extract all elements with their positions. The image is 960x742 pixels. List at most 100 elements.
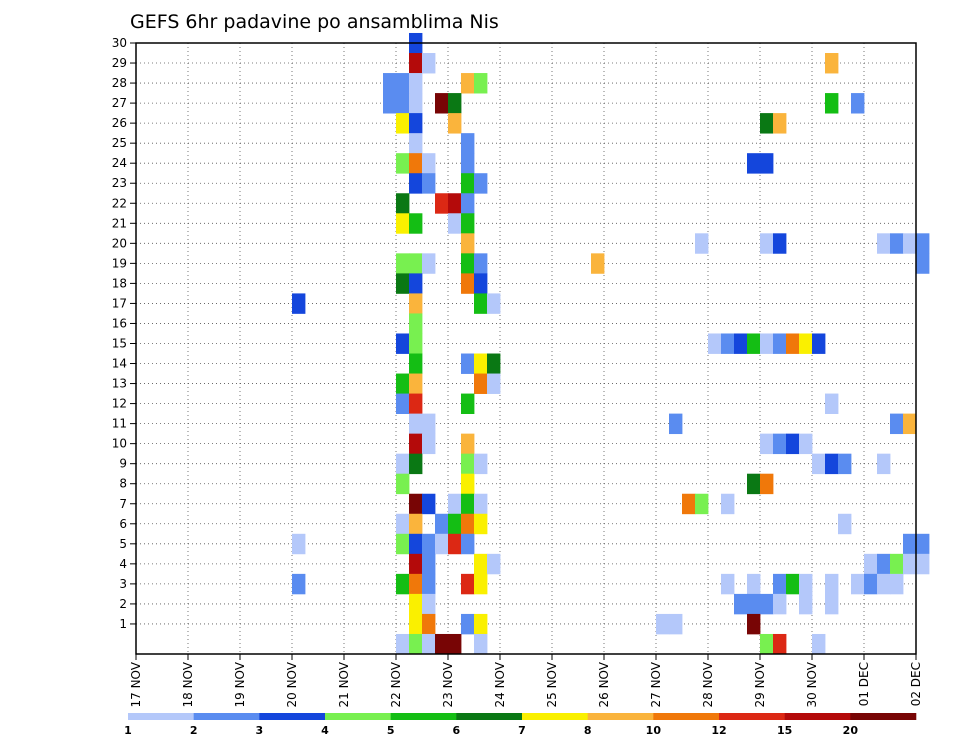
precip-cell — [409, 453, 423, 475]
precip-cell — [448, 113, 462, 134]
precip-cell — [773, 233, 787, 254]
y-tick-label: 5 — [119, 537, 127, 551]
precip-cell — [461, 533, 475, 555]
precip-cell — [396, 213, 410, 234]
precip-cell — [656, 613, 670, 635]
precip-cell — [760, 233, 774, 254]
precip-cell — [721, 493, 735, 515]
y-tick-label: 8 — [119, 477, 127, 491]
precip-cell — [409, 53, 423, 74]
precip-cell — [474, 73, 488, 94]
precip-cell — [474, 353, 488, 374]
precip-cell — [838, 453, 852, 475]
precip-cell — [474, 513, 488, 535]
precip-cell — [396, 393, 410, 414]
precip-cell — [474, 493, 488, 515]
precip-cell — [903, 413, 917, 435]
precip-cell — [825, 393, 839, 414]
precip-cell — [487, 373, 501, 394]
precip-cell — [422, 433, 436, 455]
precip-cell — [461, 153, 475, 174]
precip-cell — [409, 493, 423, 515]
precip-cell — [669, 613, 683, 635]
y-tick-label: 4 — [119, 557, 127, 571]
precip-cell — [773, 593, 787, 615]
precip-cell — [760, 153, 774, 174]
precip-cell — [396, 253, 410, 274]
legend-swatch — [719, 713, 785, 720]
precip-cell — [461, 213, 475, 234]
precip-cell — [448, 93, 462, 114]
precip-cell — [786, 333, 800, 354]
precip-cell — [409, 393, 423, 414]
color-legend: 1 2 3 4 5 6 7 8 10 12 15 20 — [124, 713, 917, 737]
precip-cell — [409, 253, 423, 274]
x-tick-label: 24 NOV — [493, 661, 507, 707]
precip-cell — [292, 533, 306, 555]
precip-cell — [409, 353, 423, 374]
precip-cell — [409, 113, 423, 134]
precip-cell — [487, 293, 501, 314]
precip-cell — [396, 533, 410, 555]
precip-cell — [383, 73, 397, 94]
x-tick-label: 01 DEC — [857, 662, 871, 706]
y-tick-label: 28 — [112, 76, 127, 90]
precip-cell — [773, 573, 787, 595]
legend-label: 7 — [518, 724, 526, 737]
legend-label: 5 — [387, 724, 395, 737]
precip-cell — [890, 553, 904, 575]
precip-cell — [669, 413, 683, 435]
precip-cell — [890, 413, 904, 435]
precip-cell — [422, 593, 436, 615]
legend-label: 10 — [646, 724, 662, 737]
precip-cell — [474, 453, 488, 475]
precip-cell — [461, 493, 475, 515]
legend-swatch — [587, 713, 654, 720]
precip-cell — [812, 633, 826, 655]
precip-cell — [409, 593, 423, 615]
precip-cell — [812, 333, 826, 354]
legend-label: 2 — [190, 724, 198, 737]
y-tick-label: 11 — [112, 417, 127, 431]
precip-cell — [409, 413, 423, 435]
precip-cell — [747, 473, 761, 495]
x-tick-label: 27 NOV — [649, 661, 663, 707]
precip-cell — [409, 273, 423, 294]
precip-cell — [760, 473, 774, 495]
y-tick-label: 2 — [119, 597, 127, 611]
precip-cell — [461, 573, 475, 595]
precip-cell — [409, 213, 423, 234]
y-tick-label: 6 — [119, 517, 127, 531]
precip-cell — [760, 433, 774, 455]
precip-cell — [487, 353, 501, 374]
y-tick-label: 13 — [112, 377, 127, 391]
precip-cell — [461, 513, 475, 535]
precip-cell — [422, 533, 436, 555]
x-tick-label: 28 NOV — [701, 661, 715, 707]
legend-label: 8 — [584, 724, 592, 737]
plot-frame — [135, 42, 917, 655]
precip-cell — [435, 633, 449, 655]
precip-cell — [760, 113, 774, 134]
precip-cell — [396, 513, 410, 535]
precip-cell — [396, 573, 410, 595]
precip-cell — [864, 573, 878, 595]
y-tick-label: 21 — [112, 216, 127, 230]
x-tick-label: 25 NOV — [545, 661, 559, 707]
precip-cell — [461, 193, 475, 214]
precip-cell — [747, 153, 761, 174]
precip-cell — [422, 153, 436, 174]
x-tick-label: 19 NOV — [233, 661, 247, 707]
precip-cell — [396, 633, 410, 655]
legend-label: 12 — [711, 724, 726, 737]
legend-label: 1 — [124, 724, 132, 737]
x-tick-label: 17 NOV — [129, 661, 143, 707]
x-tick-label: 30 NOV — [805, 661, 819, 707]
precip-cell — [422, 493, 436, 515]
precip-cell — [396, 273, 410, 294]
precip-cell — [474, 633, 488, 655]
precip-cell — [799, 333, 813, 354]
precip-cell — [838, 513, 852, 535]
precip-cell — [409, 573, 423, 595]
precip-cell — [461, 173, 475, 194]
